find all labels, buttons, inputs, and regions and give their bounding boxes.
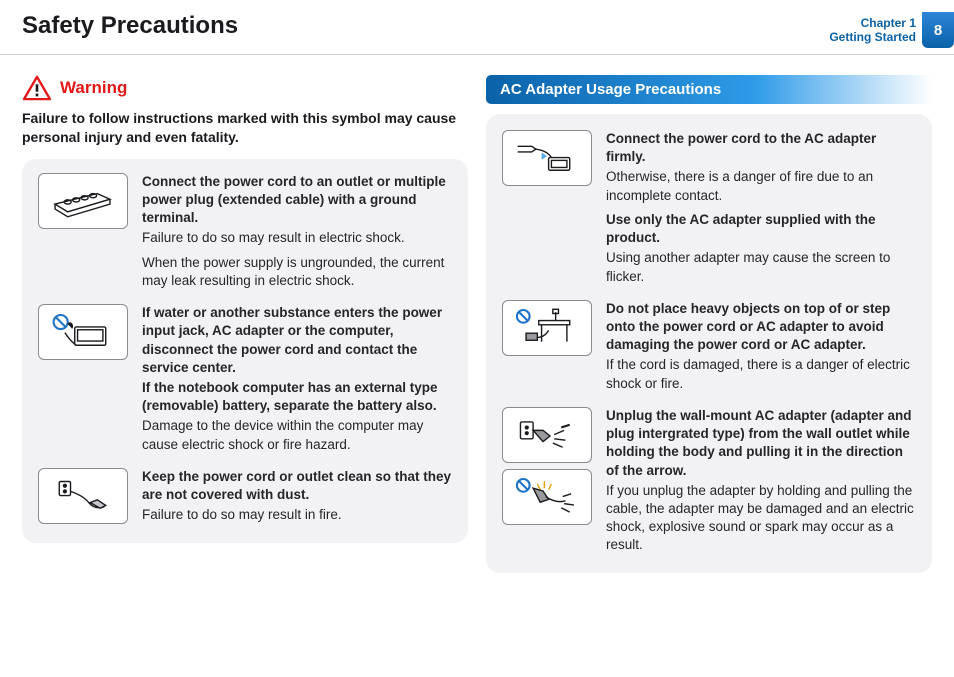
water-spill-icon bbox=[38, 304, 128, 360]
bold-text: If water or another substance enters the… bbox=[142, 304, 452, 377]
body-text: If you unplug the adapter by holding and… bbox=[606, 482, 916, 555]
precaution-item: If water or another substance enters the… bbox=[38, 304, 452, 454]
illustration-box bbox=[502, 407, 592, 555]
precaution-text: Do not place heavy objects on top of or … bbox=[606, 300, 916, 393]
illustration-box bbox=[38, 173, 128, 290]
body-text: Failure to do so may result in electric … bbox=[142, 229, 452, 247]
chapter-line1: Chapter 1 bbox=[829, 16, 916, 30]
adapter-connect-icon bbox=[502, 130, 592, 186]
left-panel: Connect the power cord to an outlet or m… bbox=[22, 159, 468, 543]
page-title: Safety Precautions bbox=[22, 12, 238, 40]
bold-text: Connect the power cord to the AC adapter… bbox=[606, 130, 916, 166]
body-text: Using another adapter may cause the scre… bbox=[606, 249, 916, 285]
body-text: When the power supply is ungrounded, the… bbox=[142, 254, 452, 290]
illustration-box bbox=[502, 130, 592, 286]
bold-text: Connect the power cord to an outlet or m… bbox=[142, 173, 452, 228]
precaution-text: Unplug the wall-mount AC adapter (adapte… bbox=[606, 407, 916, 555]
precaution-item: Keep the power cord or outlet clean so t… bbox=[38, 468, 452, 525]
precaution-item: Do not place heavy objects on top of or … bbox=[502, 300, 916, 393]
dust-cord-icon bbox=[38, 468, 128, 524]
bold-text: Unplug the wall-mount AC adapter (adapte… bbox=[606, 407, 916, 480]
chapter-text: Chapter 1 Getting Started bbox=[829, 16, 922, 45]
bold-text: Do not place heavy objects on top of or … bbox=[606, 300, 916, 355]
warning-lead-text: Failure to follow instructions marked wi… bbox=[22, 109, 468, 147]
right-panel: Connect the power cord to the AC adapter… bbox=[486, 114, 932, 573]
ac-adapter-header: AC Adapter Usage Precautions bbox=[486, 75, 932, 104]
unplug-correct-icon bbox=[502, 407, 592, 463]
content-columns: Warning Failure to follow instructions m… bbox=[0, 59, 954, 573]
right-column: AC Adapter Usage Precautions bbox=[486, 75, 932, 573]
precaution-text: Connect the power cord to the AC adapter… bbox=[606, 130, 916, 286]
power-strip-icon bbox=[38, 173, 128, 229]
illustration-box bbox=[38, 468, 128, 525]
chapter-info: Chapter 1 Getting Started 8 bbox=[829, 12, 954, 48]
page-header: Safety Precautions Chapter 1 Getting Sta… bbox=[0, 0, 954, 55]
body-text: Otherwise, there is a danger of fire due… bbox=[606, 168, 916, 204]
body-text: Damage to the device within the computer… bbox=[142, 417, 452, 453]
body-text: Failure to do so may result in fire. bbox=[142, 506, 452, 524]
bold-text: If the notebook computer has an external… bbox=[142, 379, 452, 415]
warning-triangle-icon bbox=[22, 75, 52, 101]
precaution-text: Keep the power cord or outlet clean so t… bbox=[142, 468, 452, 525]
heavy-object-icon bbox=[502, 300, 592, 356]
bold-text: Use only the AC adapter supplied with th… bbox=[606, 211, 916, 247]
left-column: Warning Failure to follow instructions m… bbox=[22, 75, 468, 573]
precaution-item: Unplug the wall-mount AC adapter (adapte… bbox=[502, 407, 916, 555]
bold-text: Keep the power cord or outlet clean so t… bbox=[142, 468, 452, 504]
chapter-line2: Getting Started bbox=[829, 30, 916, 44]
unplug-wrong-icon bbox=[502, 469, 592, 525]
precaution-item: Connect the power cord to the AC adapter… bbox=[502, 130, 916, 286]
precaution-text: If water or another substance enters the… bbox=[142, 304, 452, 454]
illustration-box bbox=[38, 304, 128, 454]
page-number-badge: 8 bbox=[922, 12, 954, 48]
body-text: If the cord is damaged, there is a dange… bbox=[606, 356, 916, 392]
precaution-item: Connect the power cord to an outlet or m… bbox=[38, 173, 452, 290]
warning-label: Warning bbox=[60, 78, 127, 98]
illustration-box bbox=[502, 300, 592, 393]
warning-header: Warning bbox=[22, 75, 468, 101]
precaution-text: Connect the power cord to an outlet or m… bbox=[142, 173, 452, 290]
